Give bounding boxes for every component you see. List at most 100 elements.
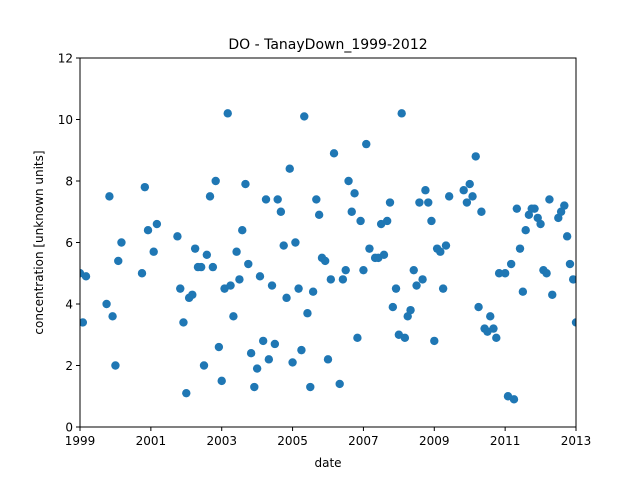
data-point <box>409 265 418 275</box>
x-tick-label: 2005 <box>277 434 308 448</box>
data-point <box>415 198 424 207</box>
data-point <box>282 293 291 303</box>
data-point <box>105 192 114 201</box>
data-point <box>468 192 477 201</box>
data-point <box>565 259 575 269</box>
data-point <box>391 284 401 293</box>
data-point <box>418 275 427 284</box>
data-point <box>297 345 306 355</box>
data-point <box>196 262 206 272</box>
data-point <box>500 269 510 278</box>
data-point <box>294 284 303 293</box>
axis-ticks: 1999 2001 2003 2005 2007 2009 2011 2013 0 2 4 6 8 10 1… <box>58 52 592 449</box>
data-point <box>279 241 288 250</box>
data-point <box>486 312 495 321</box>
data-point <box>568 275 576 284</box>
chart-title: DO - TanayDown_1999-2012 <box>228 37 427 53</box>
data-point <box>173 232 182 241</box>
data-point <box>81 272 91 281</box>
data-point <box>264 355 274 364</box>
data-point <box>102 299 111 309</box>
data-point <box>246 349 256 358</box>
data-point <box>353 333 362 343</box>
data-point <box>179 318 188 327</box>
y-tick-label: 4 <box>65 298 73 312</box>
data-point <box>291 238 300 247</box>
data-point <box>235 275 244 284</box>
data-point <box>303 309 312 318</box>
data-point <box>492 333 501 343</box>
data-point <box>114 256 123 266</box>
data-point <box>214 342 224 352</box>
data-point <box>276 207 286 216</box>
data-point <box>344 176 353 186</box>
data-point <box>536 219 545 229</box>
x-tick-label: 2009 <box>419 434 450 448</box>
y-tick-label: 8 <box>65 175 73 189</box>
data-point <box>560 201 569 210</box>
data-point <box>117 238 126 247</box>
data-point <box>494 269 504 278</box>
y-tick-label: 10 <box>58 113 73 127</box>
data-point <box>347 207 356 216</box>
data-point <box>379 250 389 259</box>
data-point <box>108 312 117 321</box>
data-point <box>226 281 235 290</box>
data-point <box>143 226 153 235</box>
data-point <box>326 275 336 284</box>
data-point <box>436 247 445 256</box>
y-tick-label: 0 <box>65 421 73 435</box>
data-point <box>306 382 315 392</box>
plot-frame <box>79 57 577 428</box>
data-point <box>190 244 200 253</box>
data-point <box>430 336 439 346</box>
data-point <box>438 284 448 293</box>
data-point <box>229 312 238 321</box>
data-point <box>444 192 454 201</box>
data-point <box>471 152 480 161</box>
data-point <box>111 361 120 370</box>
data-point <box>80 318 88 327</box>
data-point <box>149 247 158 256</box>
x-tick-label: 2007 <box>348 434 379 448</box>
plot-area <box>80 109 576 404</box>
data-point <box>412 281 421 290</box>
data-point <box>562 232 572 241</box>
data-point <box>320 256 330 266</box>
data-point <box>252 364 262 373</box>
data-point <box>323 355 333 364</box>
data-point <box>462 198 472 207</box>
data-point <box>205 192 215 201</box>
data-point <box>350 189 359 198</box>
data-point <box>208 262 218 272</box>
data-point <box>406 305 415 315</box>
x-tick-label: 2013 <box>561 434 592 448</box>
data-point <box>255 272 265 281</box>
data-point <box>459 186 468 195</box>
data-point <box>202 250 212 259</box>
data-point <box>359 265 368 275</box>
data-point <box>515 244 525 253</box>
data-point <box>285 164 294 173</box>
data-point <box>356 216 365 226</box>
y-tick-label: 12 <box>58 52 73 66</box>
data-point <box>335 379 344 389</box>
data-point <box>182 388 191 398</box>
x-axis-label: date <box>314 456 341 470</box>
data-point <box>338 275 348 284</box>
data-point <box>176 284 185 293</box>
data-point <box>250 382 259 392</box>
data-point <box>530 204 539 213</box>
data-point <box>273 195 282 204</box>
data-point <box>545 195 554 204</box>
data-point <box>506 259 516 269</box>
data-point <box>137 269 147 278</box>
data-point <box>152 219 162 229</box>
y-axis-label: concentration [unknown units] <box>32 150 46 334</box>
data-point <box>474 302 483 312</box>
data-point <box>521 226 530 235</box>
data-point <box>199 361 209 370</box>
data-point <box>188 290 197 299</box>
data-point <box>518 287 528 296</box>
